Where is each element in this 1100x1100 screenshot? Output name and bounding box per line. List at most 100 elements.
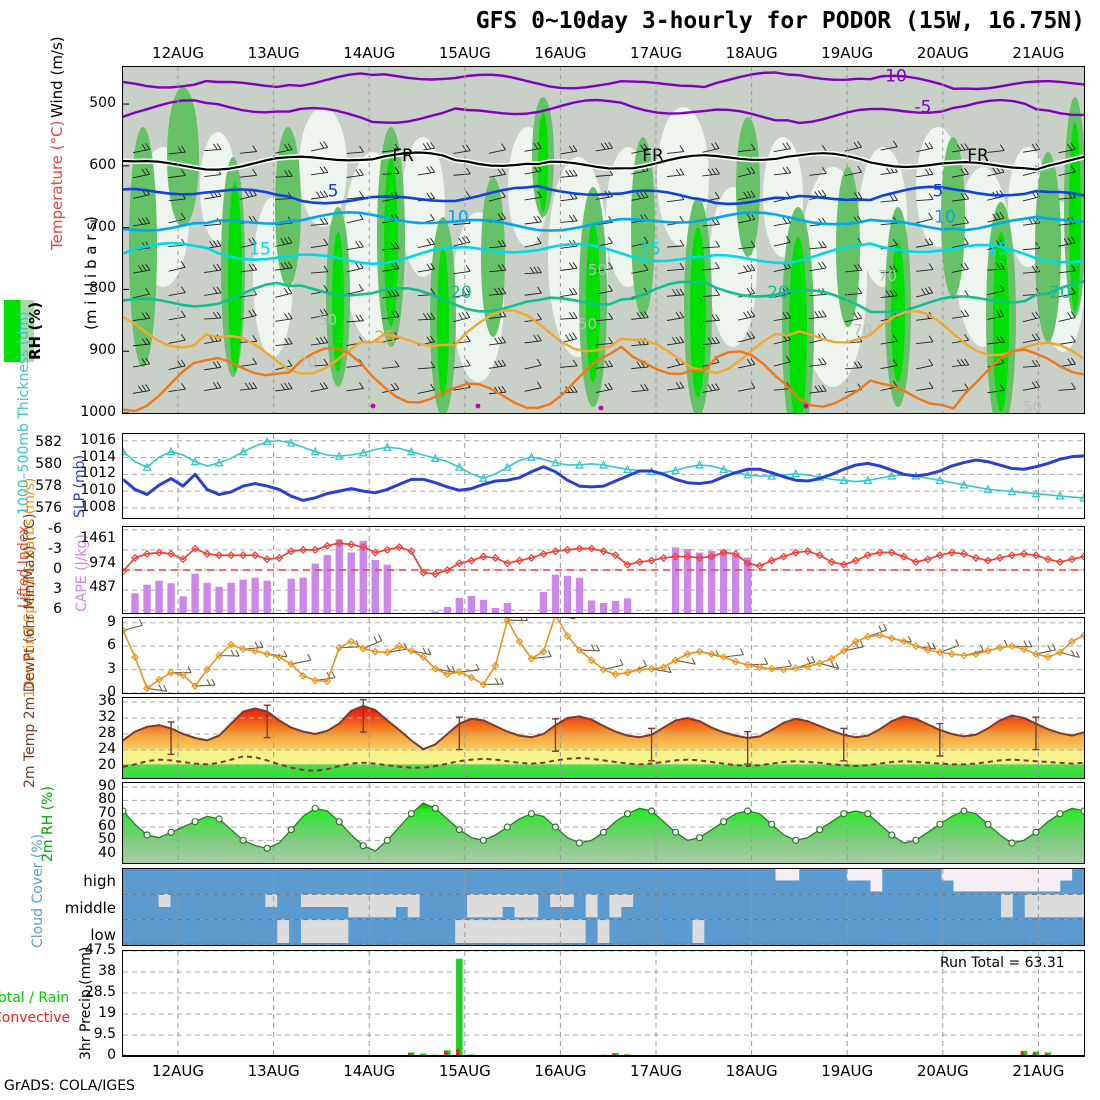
cape-bar <box>215 586 223 613</box>
cloud-block <box>929 894 943 920</box>
panel-lifted-index-cape <box>122 526 1085 614</box>
cape-bar <box>575 577 584 613</box>
cloud-block <box>467 917 480 920</box>
cloud-block <box>490 869 504 895</box>
cloud-block <box>289 919 302 945</box>
date-tick-15aug: 15AUG <box>438 1062 491 1080</box>
cloud-block <box>348 917 361 920</box>
cloud-block <box>1036 919 1050 945</box>
cape-bar <box>323 554 331 613</box>
cloud-block <box>384 919 397 945</box>
cloud-block <box>1012 919 1026 945</box>
cloud-block <box>929 919 943 945</box>
cloud-block <box>467 942 480 945</box>
cloud-block <box>360 869 373 895</box>
cloud-block <box>716 919 729 945</box>
cloud-block <box>834 894 848 920</box>
axis-label-wind: Wind (m/s) <box>48 36 66 118</box>
cloud-block <box>146 869 160 895</box>
y-tick: -3 <box>48 540 62 557</box>
cloud-block <box>419 919 433 945</box>
cloud-block <box>229 869 243 895</box>
cloud-block <box>467 869 480 895</box>
cloud-block <box>965 919 978 945</box>
precip-total-bar <box>420 1053 427 1056</box>
y-tick: 700 <box>89 218 116 235</box>
cloud-block <box>312 869 326 895</box>
cloud-block <box>134 919 148 945</box>
isotherm-label-15: 15 <box>639 240 661 260</box>
y-tick: 70 <box>98 804 116 821</box>
date-tick-20aug: 20AUG <box>916 44 969 62</box>
cloud-block <box>123 894 136 920</box>
cloud-block <box>455 894 468 920</box>
y-tick: 800 <box>89 280 116 297</box>
date-tick-19aug: 19AUG <box>821 1062 874 1080</box>
cloud-block <box>395 919 409 945</box>
cloud-block <box>811 894 824 920</box>
cloud-block <box>312 907 326 920</box>
cloud-block <box>953 891 966 895</box>
y-tick: 32 <box>98 709 116 725</box>
cloud-block <box>490 942 504 945</box>
precip-conv-bar <box>1032 1052 1037 1056</box>
cloud-block <box>977 919 990 945</box>
cloud-block <box>704 919 717 945</box>
cloud-block <box>265 907 278 920</box>
cloud-block <box>502 942 516 945</box>
cloud-block <box>1048 891 1061 895</box>
cloud-block <box>407 919 421 945</box>
y-tick: 47.5 <box>84 942 116 958</box>
cloud-block <box>668 894 682 920</box>
precip-total-bar <box>456 958 463 1056</box>
cloud-block <box>407 917 421 920</box>
cloud-block <box>656 869 670 895</box>
axis-label-precip: 3hr Precip (mm) <box>78 946 94 1060</box>
cape-bar <box>239 579 247 613</box>
cloud-block <box>123 869 136 895</box>
cloud-block <box>241 869 255 895</box>
cloud-block <box>609 869 622 895</box>
date-tick-17aug: 17AUG <box>630 1062 682 1080</box>
isotherm-label-10: 10 <box>934 207 956 227</box>
cloud-block <box>455 869 468 895</box>
cloud-block <box>787 919 800 945</box>
cloud-block <box>206 869 219 895</box>
cloud-block <box>561 869 575 895</box>
cloud-block <box>455 942 468 945</box>
cloud-block <box>989 919 1002 945</box>
page-title: GFS 0~10day 3-hourly for PODOR (15W, 16.… <box>475 8 1085 34</box>
cloud-block <box>265 919 278 945</box>
cloud-block <box>253 894 266 920</box>
cloud-block <box>751 894 765 920</box>
y-tick: 28 <box>98 725 116 741</box>
cloud-block <box>146 919 160 945</box>
cloud-block <box>846 894 860 920</box>
cloud-block <box>526 917 539 920</box>
rh-contour-label: 70 <box>853 321 872 339</box>
cape-bar <box>467 595 476 613</box>
cloud-block <box>277 942 290 945</box>
date-tick-14aug: 14AUG <box>343 1062 396 1080</box>
y-tick: 900 <box>89 342 116 359</box>
cloud-block <box>372 919 385 945</box>
date-tick-19aug: 19AUG <box>821 44 874 62</box>
cloud-block <box>1024 917 1038 920</box>
cloud-block <box>1036 891 1050 895</box>
cloud-block <box>194 894 207 920</box>
cloud-block <box>965 891 978 895</box>
rh-contour-label: 50 <box>578 315 597 333</box>
y-tick: 80 <box>98 791 116 808</box>
y-tick: 6 <box>53 601 62 618</box>
cloud-block <box>906 894 919 920</box>
date-tick-12aug: 12AUG <box>152 44 204 62</box>
isotherm-label-15: 15 <box>987 240 1009 260</box>
cloud-block <box>206 919 219 945</box>
cloud-block <box>146 894 160 920</box>
cape-bar <box>671 547 680 613</box>
cape-bar <box>491 607 500 613</box>
cape-bar <box>179 596 187 613</box>
isotherm-label--10: -10 <box>879 67 907 87</box>
cloud-block <box>953 894 966 920</box>
y-tick: 20 <box>98 757 116 773</box>
